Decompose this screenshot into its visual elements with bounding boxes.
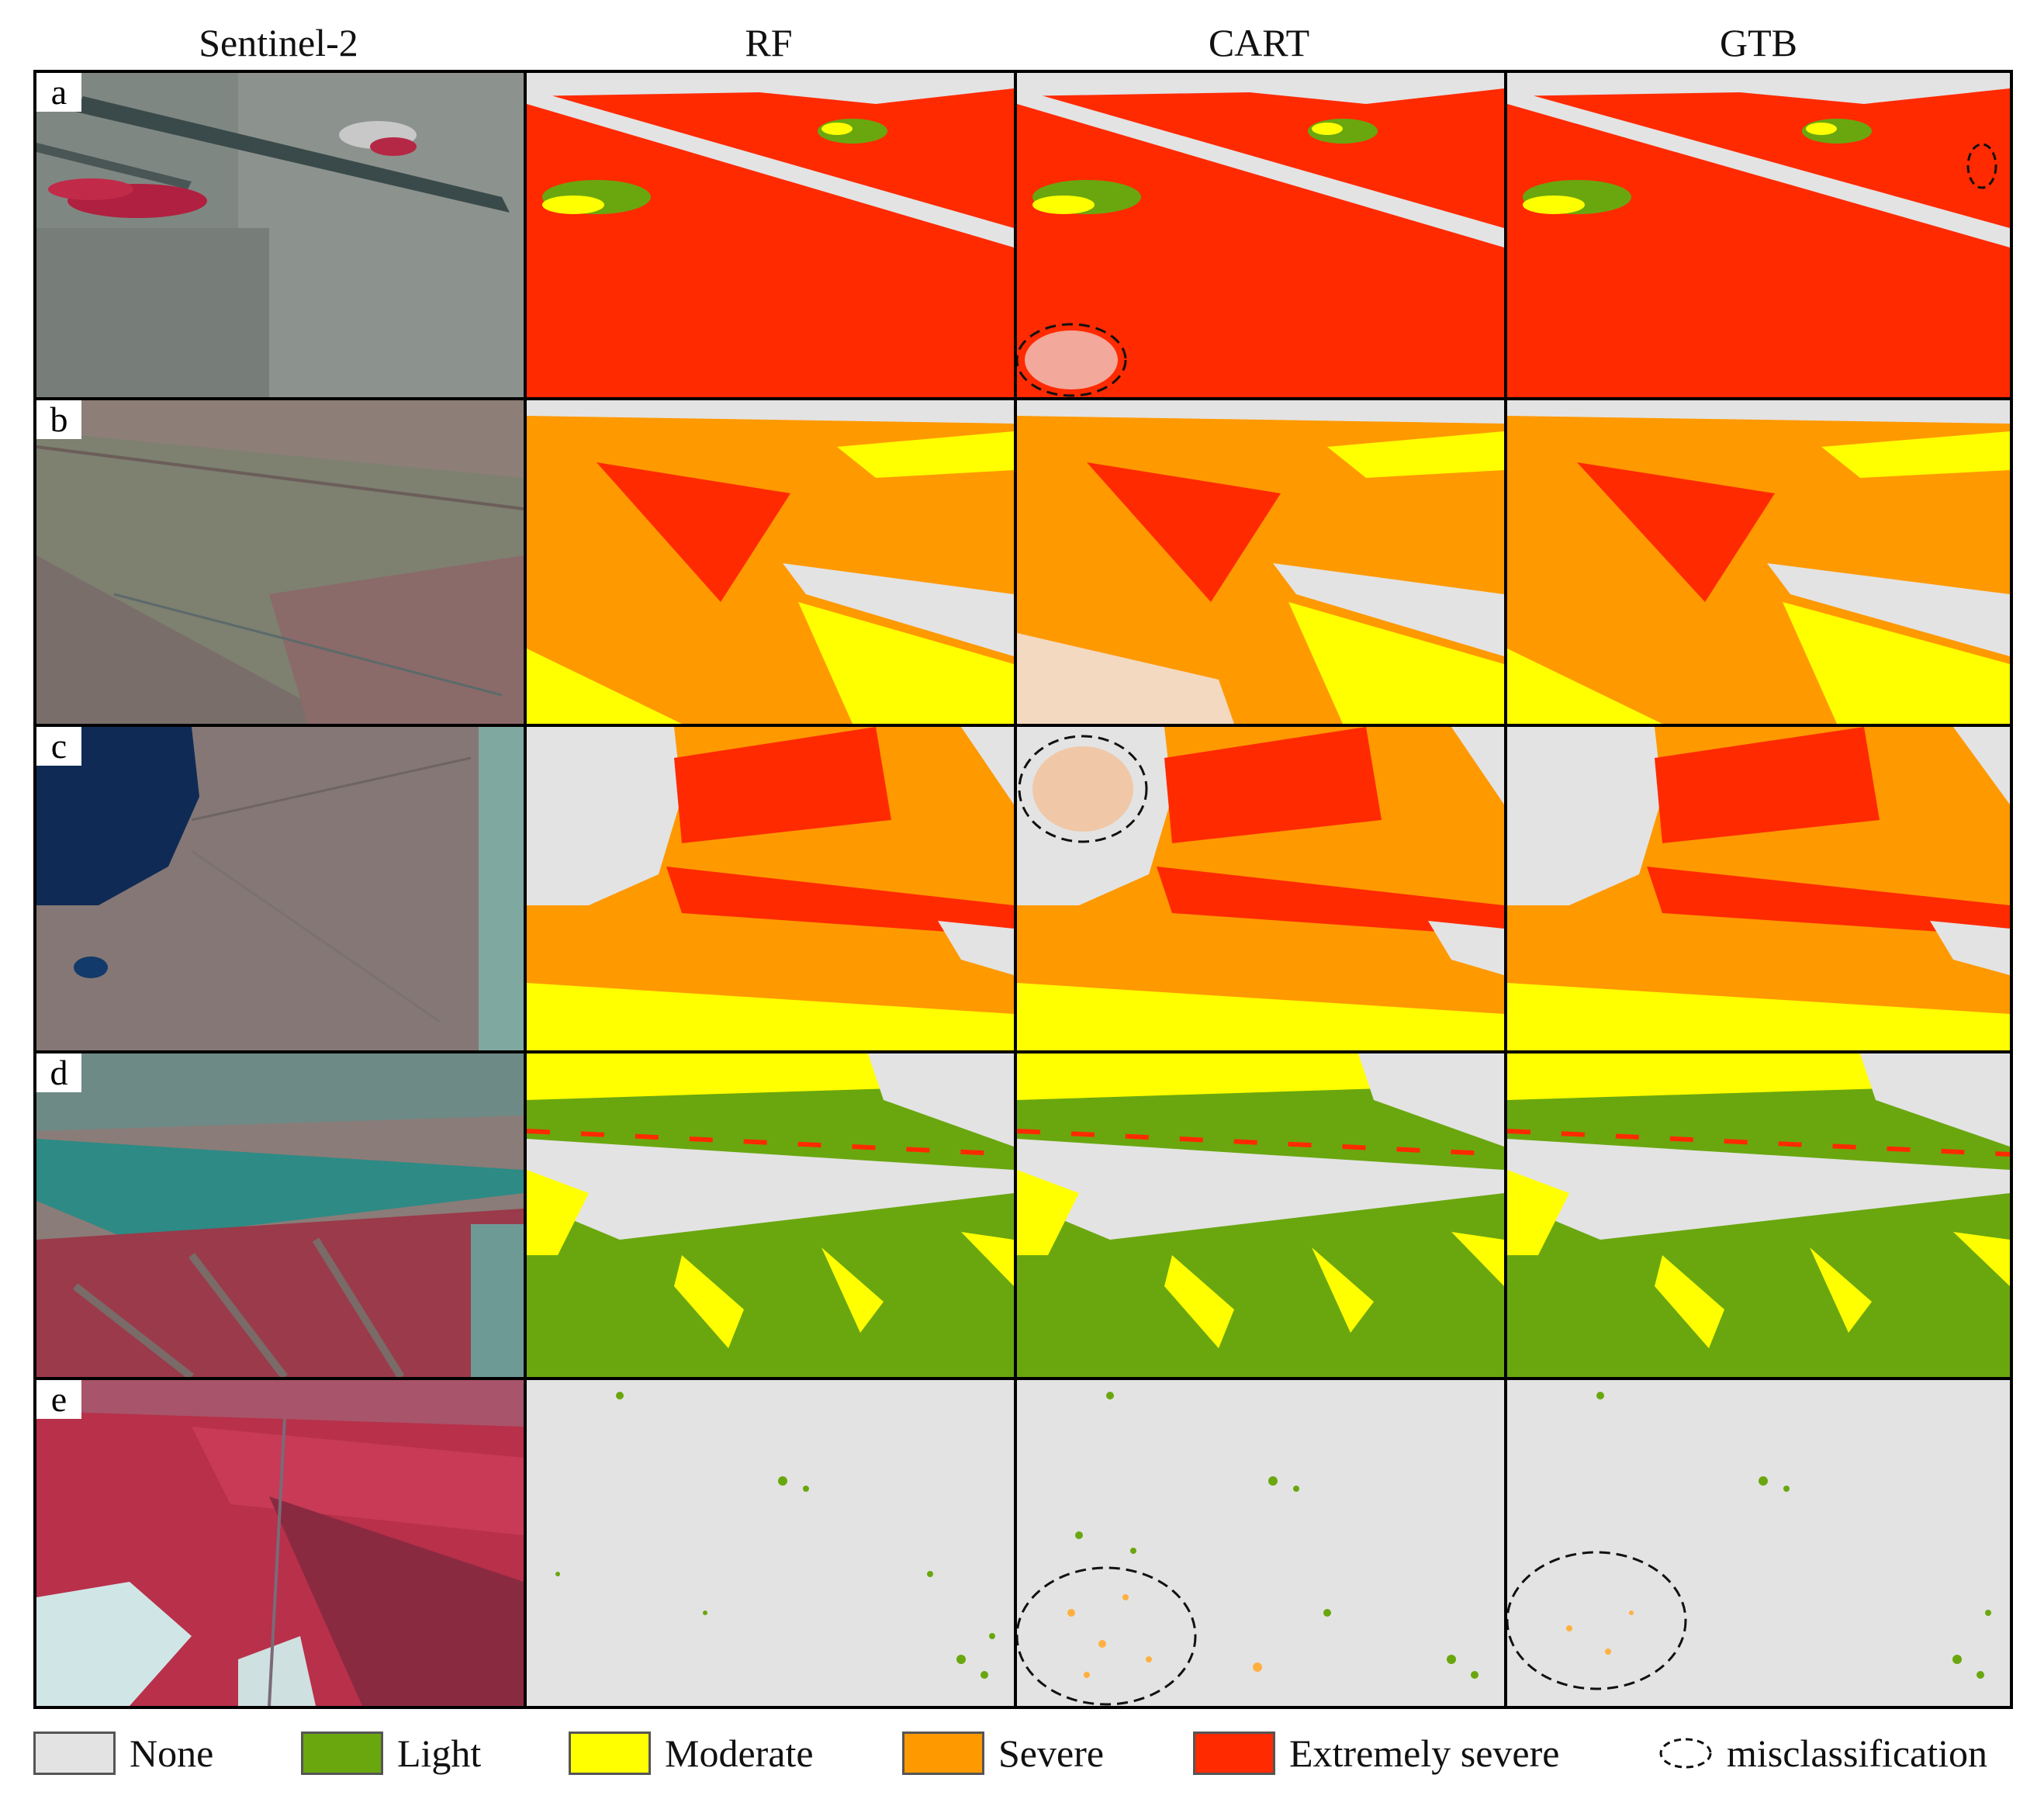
- column-header-gtb: GTB: [1720, 21, 1797, 64]
- panel-e-sentinel2: e: [36, 1380, 524, 1706]
- legend-label-moderate: Moderate: [665, 1732, 814, 1775]
- panel-a-cart: [1017, 73, 1504, 397]
- panel-d-sentinel2: d: [36, 1053, 524, 1377]
- panel-d-rf: [527, 1053, 1014, 1377]
- column-header-sentinel2: Sentinel-2: [199, 21, 358, 64]
- panel-e-cart: [1017, 1380, 1504, 1706]
- legend-item-light: Light: [301, 1722, 481, 1784]
- column-header-rf: RF: [745, 21, 793, 64]
- legend-label-severe: Severe: [998, 1732, 1105, 1775]
- legend-swatch-none: [33, 1732, 116, 1775]
- legend-swatch-severe: [902, 1732, 984, 1775]
- panel-c-gtb: [1507, 727, 2010, 1050]
- legend-label-misclassification: misclassification: [1727, 1732, 1988, 1775]
- panel-b-rf: [527, 400, 1014, 724]
- legend-swatch-moderate: [569, 1732, 651, 1775]
- row-label-b: b: [36, 400, 81, 439]
- panel-d-cart: [1017, 1053, 1504, 1377]
- legend-item-none: None: [33, 1722, 213, 1784]
- panel-b-cart: [1017, 400, 1504, 724]
- figure-grid: a: [33, 70, 2013, 1709]
- misclassification-circle: [1018, 735, 1148, 843]
- panel-c-cart: [1017, 727, 1504, 1050]
- column-header-cart: CART: [1208, 21, 1310, 64]
- legend-swatch-extremely-severe: [1193, 1732, 1275, 1775]
- row-label-c: c: [36, 727, 81, 766]
- legend-item-moderate: Moderate: [569, 1722, 814, 1784]
- misclassification-circle: [1017, 323, 1127, 397]
- legend-label-none: None: [130, 1732, 214, 1775]
- row-label-a: a: [36, 73, 81, 112]
- legend-label-light: Light: [397, 1732, 482, 1775]
- misclassification-circle: [1507, 1551, 1687, 1690]
- misclassification-circle: [1966, 143, 1997, 189]
- legend-item-severe: Severe: [902, 1722, 1104, 1784]
- panel-d-gtb: [1507, 1053, 2010, 1377]
- panel-a-sentinel2: a: [36, 73, 524, 397]
- legend-item-misclassification: misclassification: [1658, 1722, 1987, 1784]
- legend-item-extremely-severe: Extremely severe: [1193, 1722, 1559, 1784]
- panel-c-rf: [527, 727, 1014, 1050]
- panel-a-rf: [527, 73, 1014, 397]
- row-label-d: d: [36, 1053, 81, 1092]
- legend-swatch-light: [301, 1732, 383, 1775]
- panel-b-gtb: [1507, 400, 2010, 724]
- legend: None Light Moderate Severe Extremely sev…: [33, 1722, 2013, 1784]
- panel-c-sentinel2: c: [36, 727, 524, 1050]
- legend-label-extremely-severe: Extremely severe: [1289, 1732, 1560, 1775]
- panel-e-rf: [527, 1380, 1014, 1706]
- misclassification-circle: [1017, 1566, 1197, 1706]
- panel-b-sentinel2: b: [36, 400, 524, 724]
- row-label-e: e: [36, 1380, 81, 1419]
- panel-e-gtb: [1507, 1380, 2010, 1706]
- dashed-circle-icon: [1659, 1738, 1712, 1769]
- panel-a-gtb: [1507, 73, 2010, 397]
